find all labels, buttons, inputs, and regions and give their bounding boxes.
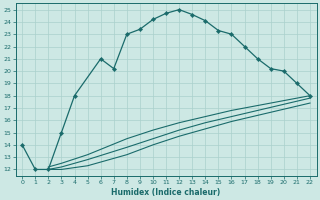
X-axis label: Humidex (Indice chaleur): Humidex (Indice chaleur) <box>111 188 221 197</box>
